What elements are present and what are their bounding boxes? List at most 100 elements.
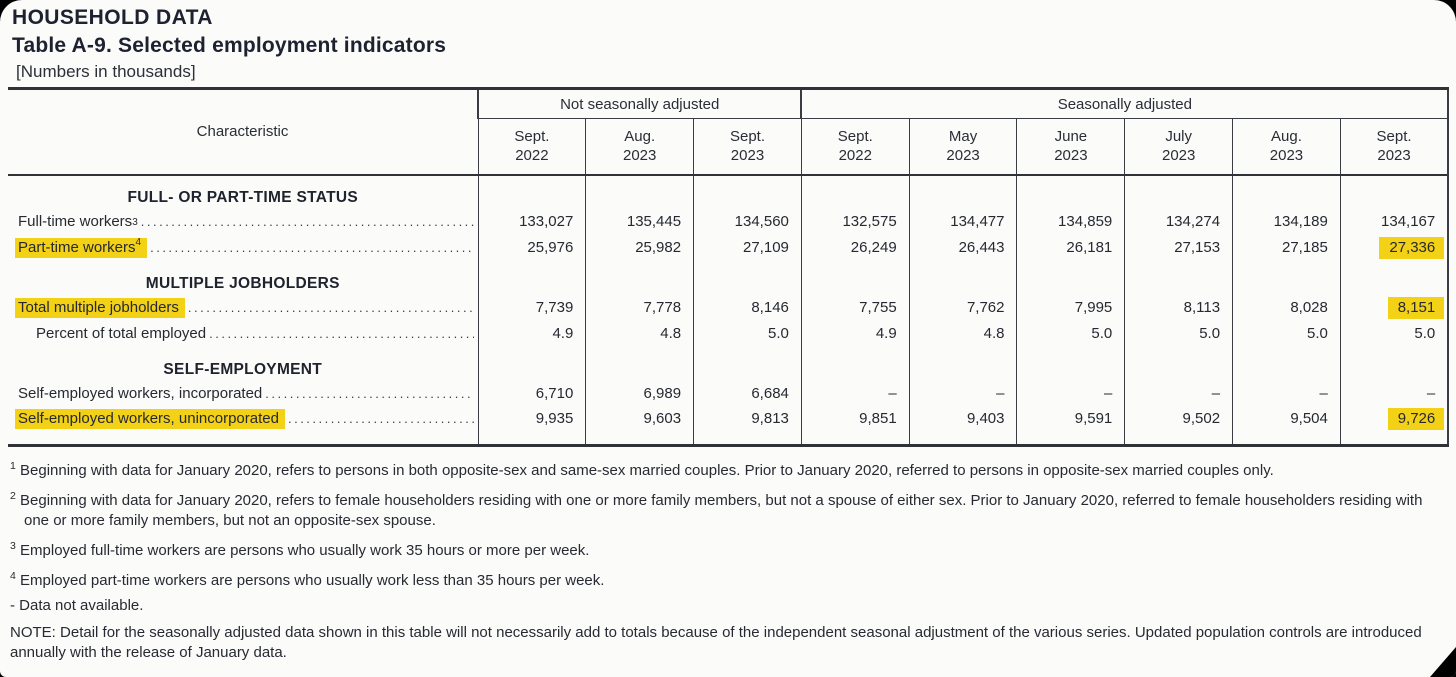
value-cell: – [1124, 380, 1233, 407]
value-cell: 134,477 [908, 208, 1017, 235]
value-cell: 26,443 [908, 234, 1017, 261]
characteristic-header: Characteristic [196, 123, 289, 141]
value-cell: 5.0 [1232, 320, 1341, 347]
row-label-highlighted: Self-employed workers, unincorporated [15, 408, 285, 429]
value-cell: 8,146 [693, 294, 802, 321]
column-header: Sept. 2022 [477, 118, 586, 175]
value-cell: 4.8 [585, 320, 694, 347]
value-cell: 134,167 [1339, 208, 1450, 235]
section-heading: FULL- OR PART-TIME STATUS [127, 188, 358, 206]
value-cell: 6,989 [585, 380, 694, 407]
value-cell: 26,249 [800, 234, 910, 261]
footnote-marker: 4 [135, 236, 142, 248]
footnote-marker: NOTE: [10, 624, 56, 641]
value-cell: 27,185 [1232, 234, 1341, 261]
column-header: Aug. 2023 [1232, 118, 1341, 175]
group-header-row: Characteristic Not seasonally adjusted S… [8, 88, 1450, 140]
footnotes-block: 1 Beginning with data for January 2020, … [10, 456, 1446, 663]
group-header-nsa: Not seasonally adjusted [476, 88, 802, 119]
footnote-dash: - Data not available. [10, 597, 144, 614]
value-cell: 132,575 [800, 208, 910, 235]
row-label-highlighted: Total multiple jobholders [15, 297, 185, 318]
row-label: Self-employed workers, incorporated [18, 385, 263, 402]
column-header: Sept. 2023 [1339, 118, 1450, 175]
dot-leader [262, 386, 473, 401]
value-cell: 26,181 [1016, 234, 1125, 261]
highlighted-value: 8,151 [1387, 296, 1445, 319]
value-cell: 9,504 [1232, 406, 1341, 446]
month-header-row: Sept. 2022 Aug. 2023 Sept. 2023 Sept. 2022 M… [8, 118, 1450, 175]
value-cell: 133,027 [477, 208, 586, 235]
value-cell: 9,591 [1016, 406, 1125, 446]
value-cell: – [908, 380, 1017, 407]
value-cell: 27,153 [1124, 234, 1233, 261]
value-cell: 134,274 [1124, 208, 1233, 235]
highlighted-value: 27,336 [1379, 236, 1445, 259]
value-cell: – [1016, 380, 1125, 407]
value-cell: 4.9 [477, 320, 586, 347]
value-cell: 9,403 [908, 406, 1017, 446]
value-cell: 6,710 [477, 380, 586, 407]
column-header: Sept. 2022 [800, 118, 910, 175]
table-row: Self-employed workers, unincorporated 9,… [8, 406, 1450, 446]
table-row: Self-employed workers, incorporated 6,71… [8, 380, 1450, 407]
value-cell: 134,189 [1232, 208, 1341, 235]
column-header: May 2023 [908, 118, 1017, 175]
table-row: Percent of total employed 4.9 4.8 5.0 4.… [8, 320, 1450, 347]
section-heading: SELF-EMPLOYMENT [163, 360, 323, 378]
value-cell: 9,935 [477, 406, 586, 446]
value-cell: 9,502 [1124, 406, 1233, 446]
column-header: Aug. 2023 [585, 118, 694, 175]
value-cell: 5.0 [1016, 320, 1125, 347]
footnote-marker: - [10, 597, 15, 614]
group-header-sa: Seasonally adjusted [800, 88, 1450, 119]
column-header: June 2023 [1016, 118, 1125, 175]
value-cell: – [1232, 380, 1341, 407]
footnote-note: NOTE: Detail for the seasonally adjusted… [10, 624, 1422, 661]
section-heading-row: SELF-EMPLOYMENT [8, 346, 1450, 381]
value-cell: 4.8 [908, 320, 1017, 347]
value-cell: 9,851 [800, 406, 910, 446]
value-cell: 5.0 [693, 320, 802, 347]
row-label: Percent of total employed [36, 325, 207, 342]
section-heading-row: MULTIPLE JOBHOLDERS [8, 260, 1450, 295]
row-label-highlighted: Part-time workers4 [15, 236, 148, 258]
table-title: Table A-9. Selected employment indicator… [12, 34, 447, 57]
table-row: Part-time workers4 25,976 25,982 27,109 … [8, 234, 1450, 261]
value-cell: 7,755 [800, 294, 910, 321]
value-cell: 27,109 [693, 234, 802, 261]
dot-leader [147, 240, 473, 255]
value-cell: 134,560 [693, 208, 802, 235]
footnote-1: 1 Beginning with data for January 2020, … [10, 460, 1274, 479]
footnote-3: 3 Employed full-time workers are persons… [10, 540, 590, 559]
highlighted-value-cell: 8,151 [1339, 294, 1450, 321]
value-cell: – [1339, 380, 1450, 407]
section-heading-row: FULL- OR PART-TIME STATUS [8, 174, 1450, 209]
document-header: HOUSEHOLD DATA Table A-9. Selected emplo… [0, 0, 1456, 83]
section-heading: MULTIPLE JOBHOLDERS [145, 274, 340, 292]
footnote-4: 4 Employed part-time workers are persons… [10, 570, 605, 589]
value-cell: – [800, 380, 910, 407]
value-cell: 134,859 [1016, 208, 1125, 235]
row-label: Full-time workers [18, 213, 133, 230]
dot-leader [138, 214, 474, 229]
footnote-marker: 2 [10, 490, 16, 502]
footnote-2: 2 Beginning with data for January 2020, … [10, 490, 1423, 529]
document-kicker: HOUSEHOLD DATA [12, 6, 213, 29]
footnote-marker: 3 [10, 540, 16, 552]
employment-indicators-table: Characteristic Not seasonally adjusted S… [8, 87, 1450, 447]
value-cell: 25,982 [585, 234, 694, 261]
highlighted-value-cell: 27,336 [1339, 234, 1450, 261]
value-cell: 9,813 [693, 406, 802, 446]
column-header: Sept. 2023 [693, 118, 802, 175]
dot-leader [285, 411, 474, 426]
dot-leader [185, 300, 474, 315]
value-cell: 8,028 [1232, 294, 1341, 321]
value-cell: 25,976 [477, 234, 586, 261]
value-cell: 135,445 [585, 208, 694, 235]
value-cell: 7,995 [1016, 294, 1125, 321]
value-cell: 8,113 [1124, 294, 1233, 321]
table-row: Total multiple jobholders 7,739 7,778 8,… [8, 294, 1450, 321]
